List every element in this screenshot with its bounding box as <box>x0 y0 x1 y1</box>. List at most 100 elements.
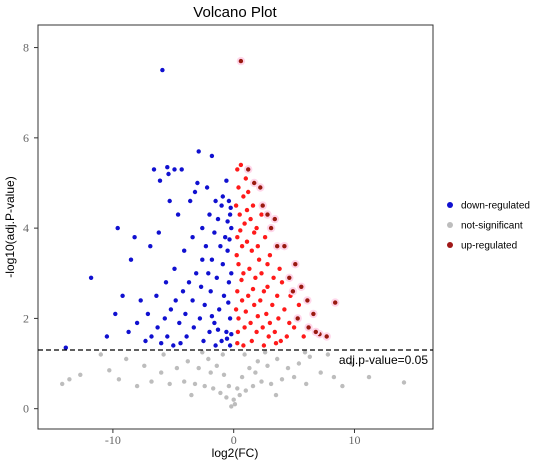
up-regulated-outlier-point <box>295 316 300 321</box>
down-regulated-point <box>219 338 224 344</box>
not-significant-point <box>273 392 279 398</box>
not-significant-point <box>232 402 238 407</box>
legend-swatch <box>447 202 453 208</box>
legend-label: down-regulated <box>461 201 530 212</box>
not-significant-point <box>220 352 225 357</box>
up-regulated-outlier-point <box>299 284 304 289</box>
not-significant-point <box>239 374 245 380</box>
down-regulated-point <box>220 194 225 199</box>
not-significant-point <box>318 370 323 375</box>
down-regulated-point <box>212 230 217 235</box>
down-regulated-point <box>224 178 229 183</box>
up-regulated-outlier-point <box>258 185 263 190</box>
down-regulated-point <box>215 327 221 332</box>
x-tick-label: 0 <box>231 433 237 447</box>
down-regulated-point <box>175 212 181 217</box>
down-regulated-point <box>225 219 230 224</box>
up-regulated-point <box>248 216 253 222</box>
not-significant-point <box>116 377 122 382</box>
down-regulated-point <box>229 271 234 276</box>
up-regulated-outlier-point <box>305 298 310 303</box>
down-regulated-point <box>126 329 131 335</box>
up-regulated-outlier-point <box>287 275 292 280</box>
up-regulated-point <box>238 162 244 168</box>
legend-swatch <box>447 222 453 228</box>
up-regulated-point <box>239 298 245 303</box>
down-regulated-point <box>227 212 233 217</box>
points-layer <box>60 56 407 409</box>
down-regulated-point <box>218 244 223 249</box>
down-regulated-point <box>159 341 164 346</box>
up-regulated-point <box>250 286 256 292</box>
y-tick-label: 6 <box>23 131 29 145</box>
down-regulated-point <box>171 343 176 348</box>
not-significant-point <box>202 383 207 389</box>
legend-label: not-significant <box>461 221 523 232</box>
up-regulated-point <box>262 235 268 240</box>
legend-swatch <box>447 242 453 248</box>
down-regulated-point <box>213 343 218 348</box>
up-regulated-outlier-point <box>290 289 296 294</box>
up-regulated-point <box>242 325 247 330</box>
up-regulated-point <box>249 248 254 253</box>
down-regulated-point <box>165 165 170 170</box>
down-regulated-point <box>202 302 207 308</box>
down-regulated-point <box>226 198 232 204</box>
not-significant-point <box>229 404 234 409</box>
not-significant-point <box>243 388 248 393</box>
up-regulated-point <box>239 277 244 283</box>
down-regulated-point <box>228 205 233 210</box>
not-significant-point <box>291 374 297 380</box>
up-regulated-point <box>244 239 250 244</box>
up-regulated-outlier-point <box>306 325 311 330</box>
down-regulated-point <box>172 167 177 172</box>
up-regulated-point <box>275 293 280 298</box>
up-regulated-point <box>249 338 254 344</box>
down-regulated-point <box>155 325 160 330</box>
up-regulated-point <box>301 334 306 339</box>
up-regulated-point <box>273 341 279 346</box>
up-regulated-point <box>259 271 264 276</box>
up-regulated-outlier-point <box>313 329 318 335</box>
down-regulated-point <box>190 298 195 303</box>
up-regulated-outlier-point <box>311 311 316 317</box>
up-regulated-point <box>241 271 246 276</box>
down-regulated-point <box>227 343 233 348</box>
up-regulated-point <box>267 253 273 258</box>
up-regulated-point <box>246 293 251 298</box>
down-regulated-point <box>192 189 198 195</box>
down-regulated-point <box>184 334 189 339</box>
down-regulated-point <box>166 171 171 177</box>
not-significant-point <box>206 356 211 362</box>
not-significant-point <box>268 381 274 387</box>
down-regulated-point <box>207 212 212 217</box>
plot-frame <box>37 24 434 430</box>
down-regulated-point <box>186 280 192 285</box>
up-regulated-point <box>243 176 248 181</box>
up-regulated-point <box>284 334 289 339</box>
not-significant-point <box>182 379 187 384</box>
y-tick-label: 2 <box>23 311 29 325</box>
up-regulated-point <box>236 316 241 321</box>
not-significant-point <box>250 383 256 389</box>
not-significant-point <box>78 372 83 377</box>
down-regulated-point <box>200 225 205 231</box>
up-regulated-point <box>243 309 248 314</box>
not-significant-point <box>340 383 345 389</box>
up-regulated-point <box>261 289 267 294</box>
x-tick-label: 10 <box>348 433 360 447</box>
not-significant-point <box>196 365 201 371</box>
up-regulated-point <box>254 329 259 335</box>
down-regulated-point <box>209 257 215 262</box>
up-regulated-point <box>272 329 277 335</box>
down-regulated-point <box>214 275 219 280</box>
not-significant-point <box>253 370 258 375</box>
not-significant-point <box>237 392 242 398</box>
not-significant-point <box>296 361 302 366</box>
down-regulated-point <box>194 271 199 276</box>
down-regulated-point <box>227 316 233 321</box>
down-regulated-point <box>163 280 169 285</box>
down-regulated-point <box>198 284 204 289</box>
not-significant-point <box>161 352 166 357</box>
